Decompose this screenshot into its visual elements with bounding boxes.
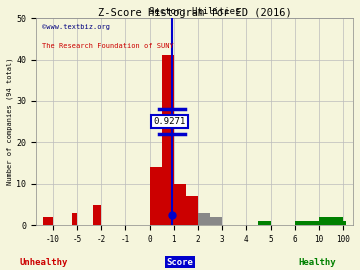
Text: Score: Score [167, 258, 193, 266]
Bar [186, 196, 198, 225]
Title: Z-Score Histogram for ED (2016): Z-Score Histogram for ED (2016) [98, 8, 291, 18]
Bar [210, 217, 222, 225]
Bar [43, 217, 53, 225]
Bar [72, 213, 77, 225]
Bar [93, 205, 101, 225]
Bar [258, 221, 271, 225]
Bar [319, 217, 343, 225]
Text: Healthy: Healthy [298, 258, 336, 266]
Text: The Research Foundation of SUNY: The Research Foundation of SUNY [42, 43, 174, 49]
Y-axis label: Number of companies (94 total): Number of companies (94 total) [7, 58, 13, 185]
Bar [295, 221, 319, 225]
Text: ©www.textbiz.org: ©www.textbiz.org [42, 24, 110, 30]
Bar [162, 55, 174, 225]
Text: Sector: Utilities: Sector: Utilities [149, 7, 240, 16]
Text: Unhealthy: Unhealthy [19, 258, 67, 266]
Bar [343, 221, 346, 225]
Bar [198, 213, 210, 225]
Text: 0.9271: 0.9271 [153, 117, 186, 126]
Bar [174, 184, 186, 225]
Bar [150, 167, 162, 225]
